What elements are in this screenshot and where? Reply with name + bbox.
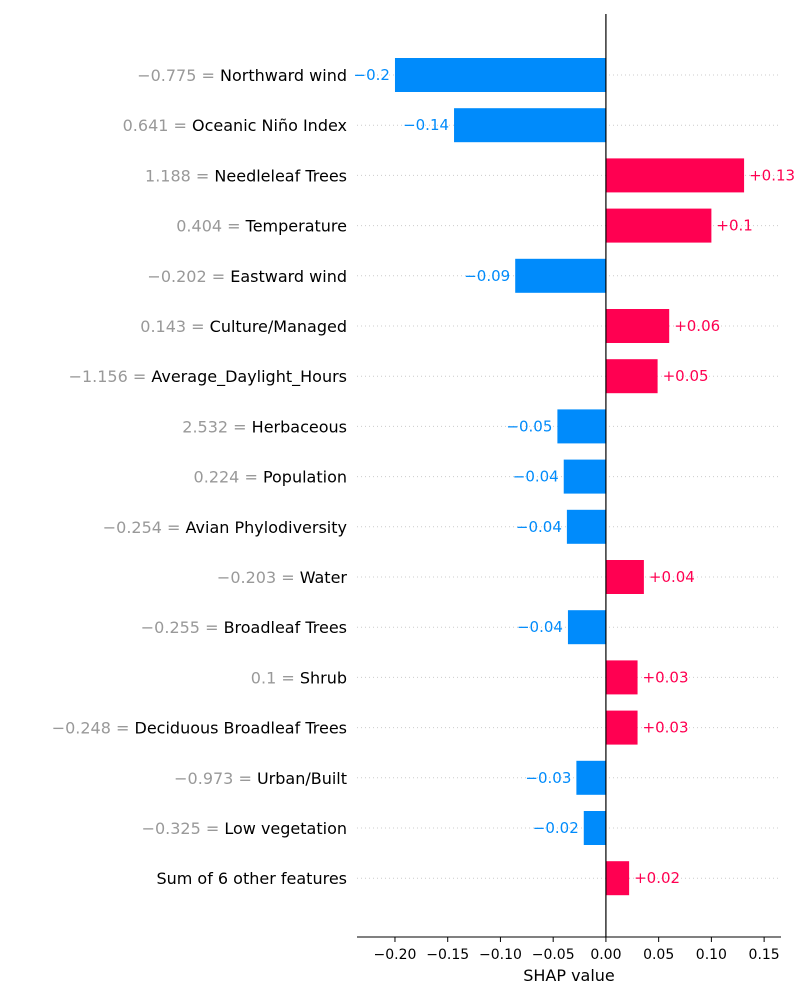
x-tick-label-6: 0.10 [696,947,727,963]
bar-0 [394,58,606,92]
x-tick-label-1: −0.15 [426,947,469,963]
feature-label-13: −0.248 = Deciduous Broadleaf Trees [52,718,347,737]
bar-value-label-10: +0.04 [649,568,695,586]
feature-name-16: Sum of 6 other features [156,869,347,888]
feature-name-12: Shrub [300,668,347,687]
bar-8 [563,459,606,494]
feature-name-3: Temperature [245,216,347,235]
bar-value-label-4: −0.09 [464,267,510,285]
bar-1 [454,108,606,143]
bar-value-label-6: +0.05 [663,367,709,385]
feature-value-5: 0.143 = [140,317,209,336]
bar-value-label-5: +0.06 [674,317,720,335]
bar-6 [605,359,658,394]
feature-label-9: −0.254 = Avian Phylodiversity [103,517,347,536]
feature-label-8: 0.224 = Population [194,467,347,486]
x-axis: −0.20 −0.15 −0.10 −0.05 0.00 0.05 0.10 0.15 [357,936,781,963]
feature-label-15: −0.325 = Low vegetation [142,819,347,838]
feature-name-5: Culture/Managed [210,317,347,336]
x-tick-label-2: −0.10 [479,947,522,963]
x-tick-label-4: 0.00 [590,947,621,963]
bar-16 [605,861,630,896]
bar-11 [567,610,606,645]
bar-value-label-1: −0.14 [403,116,449,134]
feature-value-14: −0.973 = [174,768,257,787]
feature-name-9: Avian Phylodiversity [186,517,347,536]
bar-13 [605,710,638,745]
feature-name-4: Eastward wind [230,266,347,285]
feature-labels: −0.775 = Northward wind 0.641 = Oceanic N… [52,66,348,888]
feature-name-15: Low vegetation [224,819,347,838]
feature-label-7: 2.532 = Herbaceous [182,417,347,436]
bar-10 [605,560,644,594]
bar-4 [515,258,606,293]
feature-label-11: −0.255 = Broadleaf Trees [141,618,347,637]
bar-15 [583,811,606,845]
feature-value-15: −0.325 = [142,819,225,838]
feature-label-3: 0.404 = Temperature [176,216,347,235]
bar-7 [557,409,606,444]
feature-value-7: 2.532 = [182,417,251,436]
feature-value-9: −0.254 = [103,517,186,536]
bar-value-label-13: +0.03 [643,719,689,737]
feature-label-10: −0.203 = Water [217,568,348,587]
x-tick-label-5: 0.05 [643,947,674,963]
feature-value-11: −0.255 = [141,618,224,637]
bars: −0.2 −0.14 +0.13 +0.1 −0.09 +0.06 +0.05 −0.05 −0… [354,58,795,896]
bar-12 [605,660,638,695]
feature-name-6: Average_Daylight_Hours [151,367,347,387]
feature-value-4: −0.202 = [147,266,230,285]
bar-value-label-0: −0.2 [354,66,390,84]
bar-value-label-7: −0.05 [506,417,552,435]
feature-label-4: −0.202 = Eastward wind [147,266,347,285]
feature-label-16: Sum of 6 other features [156,869,347,888]
x-tick-label-0: −0.20 [374,947,417,963]
feature-name-8: Population [263,467,347,486]
feature-label-5: 0.143 = Culture/Managed [140,317,347,336]
feature-value-2: 1.188 = [145,166,214,185]
feature-name-1: Oceanic Niño Index [192,116,347,135]
x-tick-label-3: −0.05 [532,947,575,963]
bar-value-label-3: +0.1 [716,217,752,235]
bar-value-label-12: +0.03 [643,668,689,686]
bar-2 [605,158,745,193]
feature-name-0: Northward wind [220,66,347,85]
bar-value-label-11: −0.04 [517,618,563,636]
feature-label-1: 0.641 = Oceanic Niño Index [123,116,347,135]
feature-value-1: 0.641 = [123,116,192,135]
feature-name-13: Deciduous Broadleaf Trees [135,718,348,737]
feature-label-0: −0.775 = Northward wind [137,66,347,85]
feature-value-10: −0.203 = [217,568,300,587]
feature-value-0: −0.775 = [137,66,220,85]
bar-value-label-8: −0.04 [513,468,559,486]
feature-name-10: Water [300,568,348,587]
x-axis-title: SHAP value [523,966,615,985]
bar-value-label-9: −0.04 [516,518,562,536]
bar-value-label-16: +0.02 [634,869,680,887]
feature-label-6: −1.156 = Average_Daylight_Hours [69,367,347,387]
feature-label-12: 0.1 = Shrub [251,668,347,687]
feature-value-12: 0.1 = [251,668,300,687]
bar-14 [576,760,606,795]
feature-name-7: Herbaceous [252,417,347,436]
feature-name-14: Urban/Built [257,768,347,787]
feature-name-2: Needleleaf Trees [214,166,347,185]
feature-name-11: Broadleaf Trees [224,618,347,637]
bar-5 [605,309,670,343]
x-tick-label-7: 0.15 [749,947,780,963]
feature-value-3: 0.404 = [176,216,245,235]
bar-value-label-15: −0.02 [533,819,579,837]
feature-label-2: 1.188 = Needleleaf Trees [145,166,347,185]
feature-value-6: −1.156 = [69,367,152,386]
bar-value-label-2: +0.13 [749,166,795,184]
feature-label-14: −0.973 = Urban/Built [174,768,347,787]
bar-9 [566,509,606,544]
bar-3 [605,208,712,243]
feature-value-8: 0.224 = [194,467,263,486]
bar-value-label-14: −0.03 [525,769,571,787]
feature-value-13: −0.248 = [52,718,135,737]
